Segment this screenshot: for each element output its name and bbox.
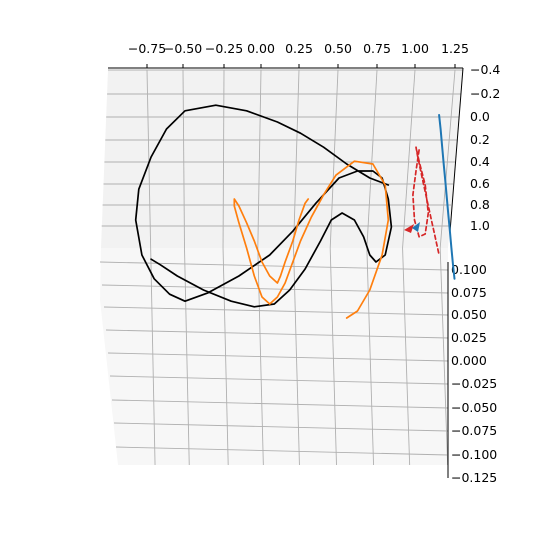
series-line-3 <box>412 146 440 256</box>
y-tick-labels: −0.4 −0.2 0.0 0.2 0.4 0.6 0.8 1.0 <box>470 62 500 233</box>
y-tick-label: 0.8 <box>470 197 490 212</box>
x-tick-labels: −0.75−0.50 −0.25 0.00 0.25 0.50 0.75 1.00 1.25 <box>128 41 469 56</box>
z-grid-line <box>115 446 449 456</box>
y-axis-line <box>449 67 464 233</box>
x-grid-line <box>402 69 416 249</box>
z-grid-line <box>111 399 449 409</box>
x-tick-label: 0.00 <box>247 41 275 56</box>
x-grid-line-lower <box>184 247 190 466</box>
x-grid-line <box>439 69 456 249</box>
y-tick-label: 0.2 <box>470 132 490 147</box>
z-tick-label: −0.025 <box>451 376 497 391</box>
x-grid-line <box>329 69 339 249</box>
x-tick-label: 1.25 <box>441 41 469 56</box>
back-pane <box>101 70 463 248</box>
x-grid-line-lower <box>402 247 411 466</box>
y-tick-label: −0.4 <box>470 62 500 77</box>
x-tick-label: −0.75 <box>128 41 166 56</box>
axis-lines <box>108 64 464 478</box>
x-grid-line-lower <box>329 247 337 466</box>
red-arrow-marker <box>404 224 414 233</box>
x-tick-label: 1.00 <box>401 41 429 56</box>
series-line-2 <box>438 114 456 280</box>
z-grid-line <box>113 422 449 432</box>
series-lines <box>134 104 456 319</box>
y-tick-label: 1.0 <box>470 218 490 233</box>
x-grid-line <box>146 69 152 249</box>
arrow-markers <box>404 222 420 233</box>
x-grid-line <box>222 69 225 249</box>
x-grid-line <box>366 69 378 249</box>
z-grid-line <box>107 352 449 362</box>
y-tick-label: 0.6 <box>470 176 490 191</box>
x-tick-label: −0.50 <box>164 41 202 56</box>
z-tick-label: 0.100 <box>451 262 487 277</box>
z-grid-line <box>103 306 449 316</box>
x-tick-label: 0.50 <box>324 41 352 56</box>
x-tick-label: 0.75 <box>363 41 391 56</box>
x-grid-line <box>257 69 262 249</box>
z-grid-line <box>105 329 449 339</box>
z-tick-label: 0.000 <box>451 353 487 368</box>
x-tick-label: 0.25 <box>285 41 313 56</box>
x-tick-label: −0.25 <box>205 41 243 56</box>
z-grid-line <box>101 284 449 294</box>
z-tick-label: 0.075 <box>451 285 487 300</box>
y-tick-label: −0.2 <box>470 86 500 101</box>
x-grid-line-lower <box>150 247 156 466</box>
z-tick-labels: 0.100 0.075 0.050 0.025 0.000 −0.025 −0.050 −0.… <box>451 262 497 485</box>
series-line-1 <box>233 160 390 319</box>
z-tick-label: −0.050 <box>451 400 497 415</box>
blue-arrow-marker <box>412 222 420 232</box>
z-tick-label: 0.025 <box>451 330 487 345</box>
series-line-0 <box>134 104 393 308</box>
z-tick-label: −0.075 <box>451 423 497 438</box>
z-tick-label: −0.100 <box>451 447 497 462</box>
x-grid-line <box>182 69 185 249</box>
axes-panes <box>100 70 463 465</box>
z-tick-label: −0.125 <box>451 470 497 485</box>
x-grid-line <box>293 69 300 249</box>
z-tick-label: 0.050 <box>451 307 487 322</box>
y-tick-label: 0.4 <box>470 154 490 169</box>
y-tick-label: 0.0 <box>470 109 490 124</box>
x-grid-line-lower <box>439 247 449 466</box>
z-grid-line <box>109 375 449 385</box>
